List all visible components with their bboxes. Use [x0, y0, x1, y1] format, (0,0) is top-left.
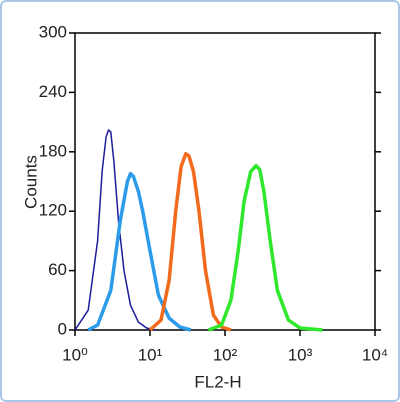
y-tick-label: 180 — [39, 141, 67, 160]
x-tick-label: 10² — [213, 345, 238, 364]
y-tick-label: 60 — [48, 260, 67, 279]
x-tick-label: 10⁰ — [62, 345, 88, 364]
histogram-line — [74, 129, 157, 331]
histogram-line — [87, 171, 192, 332]
plot-frame — [74, 32, 376, 331]
y-axis-label: Counts — [21, 155, 40, 209]
histogram-line — [148, 152, 232, 332]
y-tick-label: 120 — [39, 201, 67, 220]
x-tick-label: 10⁴ — [362, 345, 388, 364]
y-tick-label: 240 — [39, 82, 67, 101]
x-axis-label: FL2-H — [194, 372, 241, 391]
y-tick-label: 0 — [58, 319, 67, 338]
x-tick-label: 10¹ — [138, 345, 163, 364]
x-tick-label: 10³ — [288, 345, 313, 364]
y-tick-label: 300 — [39, 22, 67, 41]
histogram-line — [207, 163, 323, 332]
